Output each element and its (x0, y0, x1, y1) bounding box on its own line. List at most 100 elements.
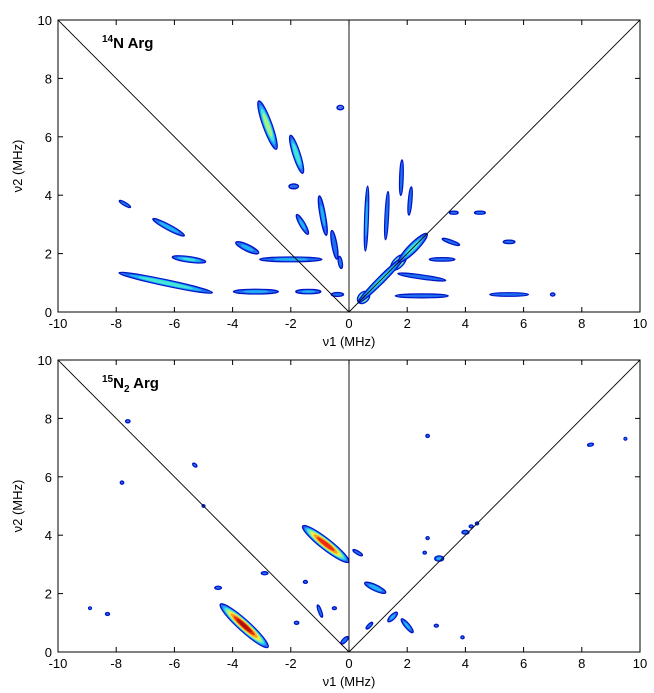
contour-level-inner (89, 607, 91, 610)
contour-level-2 (243, 290, 269, 293)
x-tick-label: -2 (285, 316, 297, 331)
y-tick-label: 4 (45, 528, 52, 543)
reference-lines (58, 20, 640, 312)
contour-peak-26 (104, 611, 111, 617)
title-isotope-mass: 15 (102, 374, 114, 385)
x-tick-label: -2 (285, 656, 297, 671)
contour-peak-26 (394, 293, 449, 299)
contour-peak-13 (317, 195, 328, 237)
contour-level-inner (317, 606, 323, 617)
contour-level-2 (368, 584, 382, 592)
y-axis-label: ν2 (MHz) (10, 140, 25, 193)
contour-level-inner (353, 550, 362, 556)
contour-level-inner (121, 481, 123, 484)
contour-peak-10 (387, 611, 399, 623)
contour-peak-5 (316, 604, 324, 618)
contour-level-1 (385, 196, 389, 235)
contour-level-inner (304, 580, 307, 583)
x-tick-label: 2 (404, 316, 411, 331)
x-tick-label: 0 (345, 656, 352, 671)
contour-peak-33 (428, 256, 456, 262)
contour-peak-27 (502, 239, 516, 245)
contour-peak-4 (171, 255, 207, 264)
contour-level-2 (403, 621, 411, 630)
x-tick-label: -8 (110, 656, 122, 671)
y-tick-label: 4 (45, 188, 52, 203)
contour-peak-25 (191, 462, 198, 468)
contour-level-3 (182, 257, 196, 261)
y-tick-label: 8 (45, 411, 52, 426)
reference-lines (58, 360, 640, 652)
contour-peak-3 (118, 271, 213, 294)
x-axis-label: ν1 (MHz) (323, 674, 376, 689)
contour-level-3 (138, 276, 194, 289)
contour-level-inner (126, 420, 129, 423)
contour-peak-14 (330, 229, 339, 260)
x-tick-label: 10 (633, 656, 647, 671)
contour-peak-11 (295, 213, 310, 235)
contour-level-inner (193, 463, 196, 467)
contour-level-2 (301, 290, 316, 293)
contour-level-1 (444, 239, 458, 245)
contour-peak-15 (330, 291, 345, 298)
contour-level-inner (333, 607, 336, 610)
x-tick-label: 0 (345, 316, 352, 331)
contour-peak-1 (301, 524, 350, 564)
contour-level-1 (505, 240, 514, 243)
x-tick-label: 6 (520, 316, 527, 331)
contour-peak-30 (441, 237, 461, 247)
contour-peak-24 (407, 186, 413, 216)
contour-peak-32 (448, 210, 459, 215)
contour-level-2 (365, 200, 368, 237)
x-tick-label: 4 (462, 656, 469, 671)
reference-line-1 (348, 20, 640, 312)
contour-level-inner (262, 572, 267, 575)
x-tick-label: -6 (169, 316, 181, 331)
contour-level-inner (450, 211, 457, 214)
contour-peak-31 (473, 210, 486, 215)
contour-peak-6 (302, 579, 309, 585)
contour-level-1 (290, 184, 297, 188)
contour-peak-22 (383, 190, 390, 241)
contour-level-inner (624, 437, 627, 440)
contour-peak-20 (425, 535, 430, 541)
y-tick-label: 6 (45, 470, 52, 485)
contour-peak-22 (460, 635, 465, 640)
contour-level-2 (299, 218, 306, 230)
contour-peak-28 (586, 442, 595, 447)
contour-level-inner (106, 613, 109, 615)
title-subscript: 2 (124, 384, 130, 395)
contour-level-inner (426, 537, 429, 540)
contour-level-2 (320, 204, 326, 227)
title-isotope-mass: 14 (102, 34, 114, 45)
contour-peak-10 (259, 256, 323, 263)
x-tick-label: -6 (169, 656, 181, 671)
contour-level-inner (216, 586, 221, 589)
contour-level-inner (120, 201, 130, 207)
contour-level-2 (273, 258, 308, 261)
x-tick-label: 8 (578, 316, 585, 331)
contour-peak-29 (549, 292, 556, 297)
contour-level-inner (338, 106, 343, 109)
contour-peak-23 (124, 419, 131, 424)
contour-peak-6 (118, 199, 132, 209)
panel-title: 15N2 Arg (102, 374, 159, 395)
top-contour-panel: -10 -8 -6 -4 -2 0 2 4 6 8 10 0 2 4 6 8 10 ν1 (MHz) ν2 (MHz… (10, 13, 647, 349)
contour-level-1 (341, 637, 348, 644)
title-main: N Arg (113, 35, 153, 52)
contour-peak-4 (293, 620, 300, 625)
y-tick-label: 6 (45, 130, 52, 145)
contour-level-2 (436, 557, 442, 560)
contour-peak-24 (119, 480, 125, 485)
contour-level-inner (435, 624, 438, 627)
panel-title: 14N Arg (102, 34, 153, 52)
contour-spots (87, 419, 628, 649)
title-main: N (113, 375, 124, 392)
contour-level-1 (400, 164, 403, 191)
contour-level-inner (295, 621, 298, 624)
contour-level-inner (426, 434, 429, 437)
y-axis-label: ν2 (MHz) (10, 480, 25, 533)
x-tick-label: 2 (404, 656, 411, 671)
contour-peak-0 (219, 603, 269, 649)
